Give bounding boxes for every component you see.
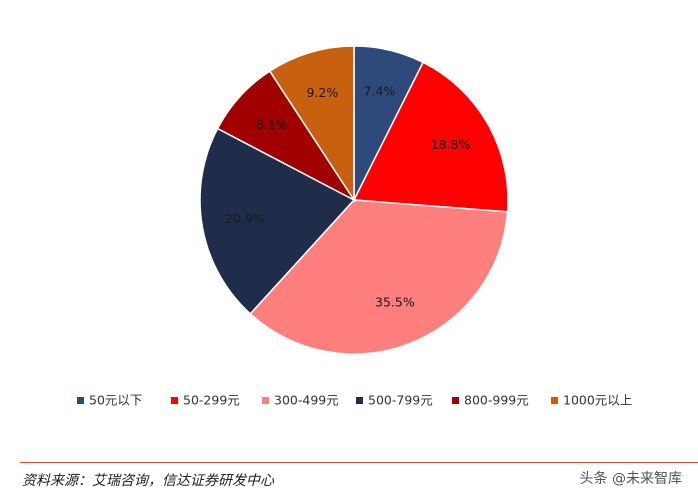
- legend-item-2: 50-299元: [171, 393, 240, 408]
- legend-item-4: 500-799元: [356, 393, 433, 408]
- slice-label-2: 18.8%: [431, 137, 471, 152]
- pie-slice-4: [199, 127, 356, 315]
- slice-label-6: 9.2%: [306, 85, 338, 100]
- legend-item-1: 50元以下: [77, 393, 142, 408]
- legend-swatch-3: [262, 397, 269, 404]
- slice-label-4: 20.9%: [225, 211, 265, 226]
- slice-label-1: 7.4%: [364, 84, 396, 99]
- watermark: 头条 @未来智库: [579, 471, 682, 487]
- pie-slice-2: [352, 61, 509, 213]
- pie-slice-labels: 7.4% 18.8% 35.5% 20.9% 8.1% 9.2%: [225, 84, 471, 310]
- legend-label-5: 800-999元: [464, 393, 529, 408]
- legend-label-4: 500-799元: [368, 393, 433, 408]
- legend-swatch-1: [77, 397, 84, 404]
- pie-slice-6: [268, 45, 355, 203]
- legend-swatch-6: [551, 397, 558, 404]
- source-note: 资料来源：艾瑞咨询，信达证券研发中心: [22, 473, 274, 489]
- source-divider: [20, 462, 698, 463]
- pie-slice-3: [249, 199, 509, 355]
- chart-legend: 50元以下 50-299元 300-499元 500-799元 800-999元 1000…: [77, 393, 632, 408]
- slice-label-5: 8.1%: [256, 117, 288, 132]
- legend-swatch-4: [356, 397, 363, 404]
- legend-item-3: 300-499元: [262, 393, 339, 408]
- legend-label-6: 1000元以上: [563, 393, 632, 408]
- slice-label-3: 35.5%: [375, 295, 415, 310]
- legend-swatch-2: [171, 397, 178, 404]
- pie-slices: [199, 45, 509, 355]
- legend-item-6: 1000元以上: [551, 393, 632, 408]
- legend-item-5: 800-999元: [452, 393, 529, 408]
- legend-label-1: 50元以下: [89, 393, 142, 408]
- legend-swatch-5: [452, 397, 459, 404]
- legend-label-3: 300-499元: [274, 393, 339, 408]
- legend-label-2: 50-299元: [183, 393, 240, 408]
